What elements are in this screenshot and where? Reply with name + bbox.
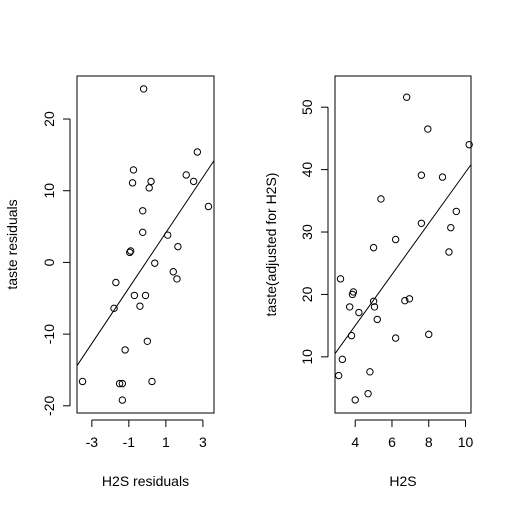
data-point-2 — [346, 303, 354, 311]
y-tick-label-1: 0 — [41, 258, 57, 266]
x-axis-title-2: H2S — [389, 473, 416, 489]
plot-frame-2 — [334, 75, 472, 414]
y-tick-label-2: 10 — [299, 349, 315, 365]
data-point-1 — [128, 179, 137, 187]
data-point-2 — [373, 315, 381, 324]
data-point-2 — [391, 235, 400, 244]
data-point-1 — [193, 148, 202, 156]
data-point-1 — [129, 166, 138, 174]
data-point-1 — [121, 346, 129, 354]
data-point-2 — [405, 295, 414, 303]
data-point-1 — [151, 259, 159, 267]
data-point-2 — [447, 223, 455, 232]
data-point-2 — [391, 334, 400, 342]
y-tick-label-1: -20 — [41, 395, 57, 415]
data-point-2 — [369, 297, 378, 305]
data-point-2 — [438, 173, 447, 181]
data-point-2 — [452, 207, 460, 216]
data-point-1 — [143, 337, 152, 345]
y-tick-label-1: 20 — [41, 111, 57, 127]
x-tick-label-2: 4 — [351, 434, 359, 450]
data-point-2 — [424, 125, 432, 133]
data-point-2 — [445, 248, 453, 256]
data-point-1 — [118, 396, 127, 404]
data-point-1 — [147, 177, 155, 186]
data-point-1 — [139, 85, 148, 93]
data-point-2 — [401, 296, 409, 305]
y-tick-label-2: 20 — [299, 286, 315, 302]
data-point-1 — [145, 184, 153, 192]
data-point-2 — [336, 275, 345, 283]
data-point-1 — [139, 207, 147, 215]
x-tick-label-1: 3 — [199, 434, 207, 450]
data-point-1 — [115, 379, 124, 388]
data-point-1 — [204, 202, 213, 211]
x-tick-label-2: 10 — [458, 434, 474, 450]
data-point-1 — [173, 275, 181, 283]
x-tick-label-2: 6 — [388, 434, 396, 450]
data-point-1 — [141, 291, 150, 300]
x-tick-label-1: -3 — [86, 434, 99, 450]
data-point-1 — [126, 247, 135, 255]
y-tick-label-1: -10 — [41, 324, 57, 344]
data-point-2 — [369, 243, 378, 252]
data-point-2 — [351, 396, 359, 404]
fit-line-1 — [76, 160, 215, 366]
data-point-2 — [338, 355, 347, 364]
y-axis-title-1: taste residuals — [4, 199, 20, 289]
x-tick-label-1: 1 — [162, 434, 170, 450]
data-point-1 — [112, 278, 120, 287]
x-tick-label-1: -1 — [123, 434, 136, 450]
data-point-1 — [139, 228, 147, 237]
y-tick-label-2: 30 — [299, 224, 315, 240]
y-axis-title-2: taste(adjusted for H2S) — [263, 173, 279, 317]
data-point-1 — [148, 377, 156, 386]
y-tick-label-2: 40 — [299, 162, 315, 178]
data-point-2 — [366, 368, 374, 376]
plot-frame-1 — [76, 75, 215, 414]
data-point-1 — [110, 304, 118, 313]
data-point-1 — [118, 379, 127, 388]
data-point-1 — [174, 242, 182, 251]
data-point-1 — [126, 248, 134, 257]
data-point-2 — [402, 93, 411, 101]
data-point-1 — [182, 171, 190, 179]
data-point-2 — [349, 288, 358, 296]
data-point-2 — [355, 308, 363, 317]
x-axis-title-1: H2S residuals — [102, 473, 189, 489]
data-point-1 — [136, 302, 144, 310]
data-point-1 — [169, 268, 177, 276]
data-point-1 — [78, 377, 87, 386]
data-point-2 — [370, 303, 379, 311]
data-point-2 — [334, 371, 343, 380]
data-point-2 — [364, 389, 372, 398]
data-point-2 — [425, 330, 433, 339]
y-tick-label-1: 10 — [41, 183, 57, 199]
y-tick-label-2: 50 — [299, 99, 315, 115]
data-point-1 — [130, 291, 139, 300]
data-point-2 — [377, 195, 385, 203]
data-point-2 — [465, 140, 473, 149]
data-point-2 — [417, 219, 426, 227]
x-tick-label-2: 8 — [425, 434, 433, 450]
data-point-2 — [417, 171, 426, 179]
fit-line-2 — [334, 164, 472, 355]
data-point-1 — [189, 177, 198, 186]
